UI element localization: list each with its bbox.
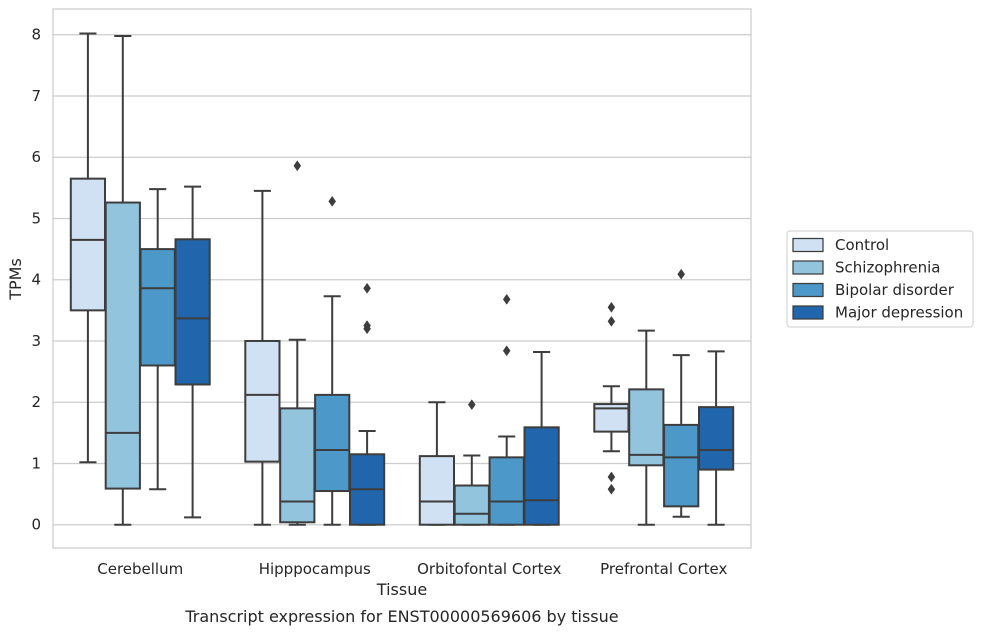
outlier-point [502, 345, 511, 357]
box-iqr [488, 456, 525, 526]
series-bipolar-disorder [139, 188, 700, 526]
box-iqr [139, 248, 176, 367]
series-schizophrenia [104, 34, 665, 526]
outlier-point [363, 320, 371, 332]
y-tick-label: 2 [31, 393, 41, 411]
x-tick-labels: Cerebellum Hipppocampus Orbitofontal Corte… [97, 560, 727, 578]
outlier-point [607, 315, 616, 327]
legend-swatch [792, 237, 824, 253]
box-iqr [314, 393, 351, 493]
x-axis-title: Tissue [376, 580, 427, 599]
box-iqr [663, 423, 700, 508]
box-iqr [418, 455, 456, 526]
x-tick-label: Cerebellum [97, 560, 183, 578]
y-tick-label: 8 [31, 26, 41, 44]
outlier-point [502, 293, 511, 305]
y-tick-label: 3 [31, 332, 41, 350]
legend-label: Bipolar disorder [835, 281, 955, 299]
legend-label: Schizophrenia [835, 259, 940, 277]
series-major-depression [174, 185, 735, 526]
box-iqr [174, 238, 211, 386]
legend-frame [786, 230, 974, 328]
box-iqr [69, 177, 107, 312]
outlier-point [328, 195, 337, 207]
y-tick-label: 1 [31, 454, 41, 472]
outlier-point [677, 268, 686, 280]
outlier-point [363, 282, 371, 294]
box-iqr [697, 406, 735, 471]
outlier-point [607, 483, 616, 495]
outlier-point [467, 399, 476, 411]
box-iqr [104, 201, 141, 490]
chart-caption: Transcript expression for ENST0000056960… [184, 607, 618, 626]
box-iqr [628, 388, 665, 467]
legend-label: Control [835, 236, 889, 254]
y-axis-title: TPMs [6, 258, 25, 301]
box-iqr [453, 484, 490, 526]
x-tick-label: Prefrontal Cortex [600, 560, 727, 578]
y-tick-label: 0 [31, 516, 41, 534]
y-tick-labels: 0 1 2 3 4 5 6 7 8 [31, 26, 41, 534]
legend-swatch [792, 260, 824, 275]
box-iqr [244, 339, 281, 463]
outlier-point [293, 160, 302, 172]
outlier-point [607, 471, 616, 483]
box-iqr [279, 407, 316, 524]
x-tick-label: Hipppocampus [259, 560, 371, 578]
y-tick-label: 6 [31, 148, 41, 166]
legend-swatch [792, 282, 824, 298]
box-iqr [523, 426, 560, 526]
y-tick-label: 4 [31, 271, 41, 289]
x-tick-label: Orbitofontal Cortex [417, 560, 561, 578]
box-series [69, 32, 735, 526]
legend-label: Major depression [835, 304, 963, 322]
legend: Control Schizophrenia Bipolar disorder Majo… [786, 230, 974, 328]
series-control [69, 32, 630, 526]
y-tick-label: 7 [31, 87, 41, 105]
legend-swatch [792, 305, 824, 320]
y-tick-label: 5 [31, 209, 41, 227]
plot-frame [52, 8, 752, 549]
outlier-point [607, 301, 616, 313]
